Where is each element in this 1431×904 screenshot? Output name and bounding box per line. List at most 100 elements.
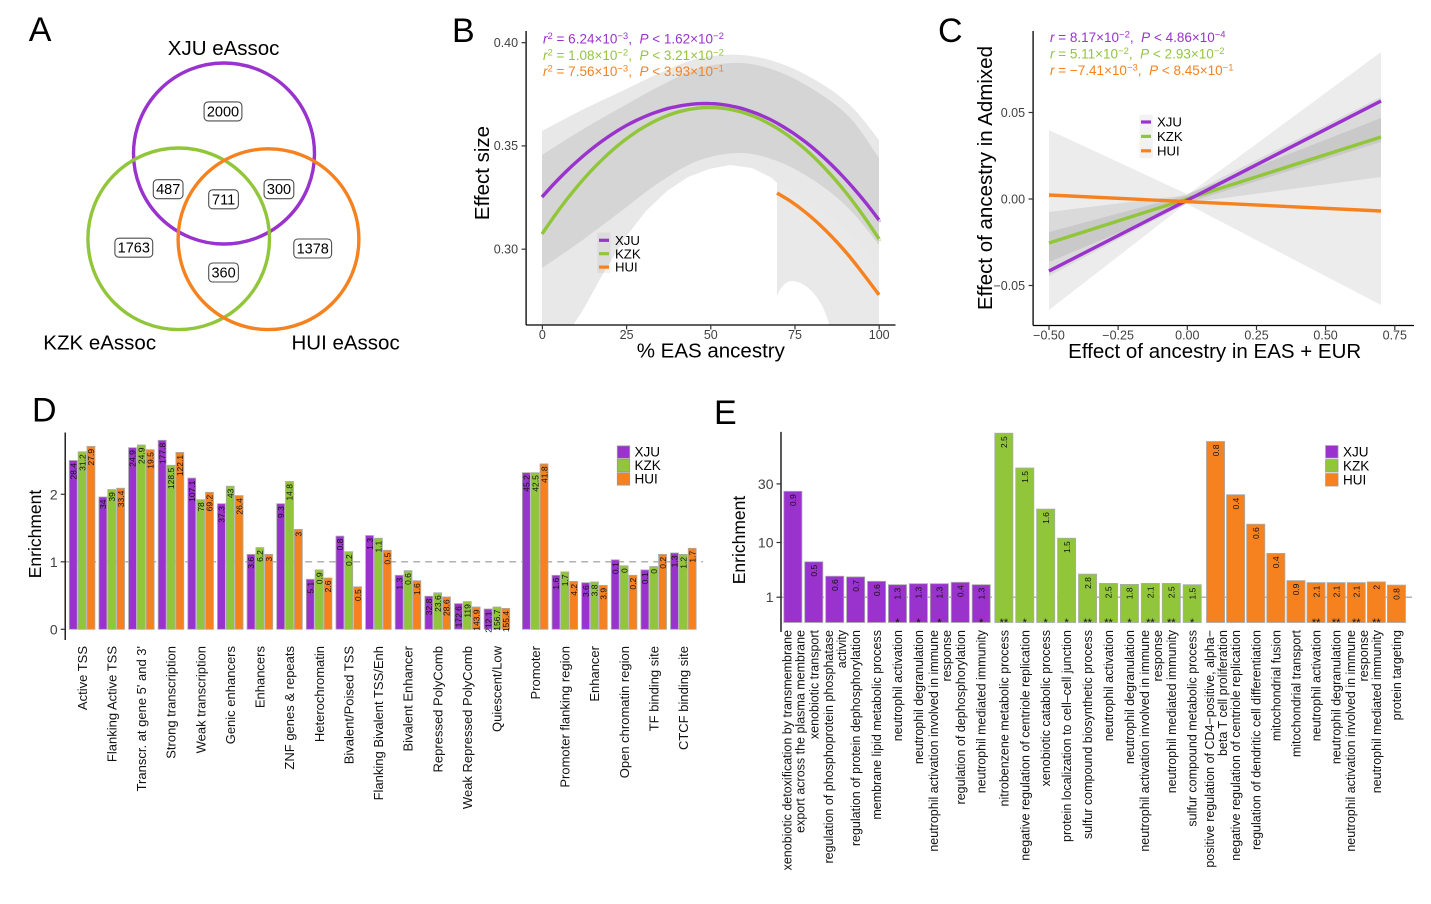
svg-text:sulfur compound biosynthetic p: sulfur compound biosynthetic process: [1081, 630, 1095, 839]
svg-text:r = 8.17×10−2, P < 4.86×10−4: r = 8.17×10−2, P < 4.86×10−4: [1050, 30, 1226, 46]
svg-text:**: **: [1352, 617, 1361, 629]
svg-text:0.4: 0.4: [1231, 497, 1241, 509]
svg-text:2.5: 2.5: [1104, 586, 1114, 598]
svg-text:300: 300: [267, 182, 291, 198]
svg-text:mitochondrial transport: mitochondrial transport: [1290, 629, 1304, 757]
svg-text:Enrichment: Enrichment: [729, 496, 749, 585]
svg-text:1: 1: [50, 554, 58, 570]
svg-text:neutrophil activation: neutrophil activation: [891, 630, 905, 741]
svg-text:XJU eAssoc: XJU eAssoc: [168, 37, 280, 60]
svg-text:212.1: 212.1: [483, 611, 493, 633]
svg-text:−0.25: −0.25: [1102, 329, 1134, 343]
svg-text:0.4: 0.4: [956, 585, 966, 597]
svg-text:31.2: 31.2: [77, 454, 87, 471]
svg-text:33.4: 33.4: [116, 490, 126, 507]
svg-text:41.8: 41.8: [539, 466, 549, 483]
svg-text:Active TSS: Active TSS: [75, 646, 90, 710]
svg-text:**: **: [1312, 617, 1321, 629]
svg-text:*: *: [1065, 617, 1070, 629]
svg-text:2.5: 2.5: [1167, 586, 1177, 598]
svg-text:Enhancers: Enhancers: [253, 646, 268, 709]
svg-text:0.2: 0.2: [628, 578, 638, 590]
svg-text:0.75: 0.75: [1383, 329, 1407, 343]
svg-text:*: *: [1044, 617, 1049, 629]
svg-text:neutrophil activation involved: neutrophil activation involved in immune…: [1138, 630, 1165, 852]
svg-text:155.4: 155.4: [501, 611, 511, 633]
svg-text:360: 360: [211, 266, 235, 282]
svg-text:3.8: 3.8: [590, 584, 600, 596]
svg-text:**: **: [1146, 617, 1155, 629]
svg-text:neutrophil degranulation: neutrophil degranulation: [912, 630, 926, 764]
svg-text:Genic enhancers: Genic enhancers: [223, 646, 238, 745]
svg-text:1763: 1763: [118, 241, 150, 257]
svg-text:XJU: XJU: [1343, 444, 1369, 459]
svg-text:3.9: 3.9: [599, 588, 609, 600]
svg-text:protein targeting: protein targeting: [1390, 630, 1404, 720]
svg-text:0.00: 0.00: [1175, 329, 1199, 343]
svg-text:1: 1: [766, 589, 774, 605]
svg-text:r2 = 7.56×10−3, P < 3.93×10−1: r2 = 7.56×10−3, P < 3.93×10−1: [543, 64, 724, 80]
svg-text:39: 39: [107, 492, 117, 502]
svg-text:*: *: [1127, 617, 1132, 629]
svg-text:37.3: 37.3: [217, 506, 227, 523]
svg-text:487: 487: [156, 182, 180, 198]
svg-text:regulation of phosphoprotein p: regulation of phosphoprotein phosphatase…: [822, 629, 849, 863]
svg-text:**: **: [1167, 617, 1176, 629]
svg-text:xenobiotic detoxification by t: xenobiotic detoxification by transmembra…: [780, 630, 807, 870]
svg-text:19.5: 19.5: [145, 452, 155, 469]
svg-text:2.1: 2.1: [1352, 585, 1362, 597]
svg-text:156.7: 156.7: [492, 609, 502, 631]
svg-text:2: 2: [1372, 585, 1382, 590]
svg-text:1.3: 1.3: [914, 586, 924, 598]
svg-text:Promoter: Promoter: [528, 645, 543, 699]
svg-text:HUI: HUI: [615, 260, 638, 275]
svg-text:1.3: 1.3: [394, 578, 404, 590]
svg-text:0.35: 0.35: [494, 139, 518, 153]
svg-text:0.5: 0.5: [382, 553, 392, 565]
svg-text:0.5: 0.5: [353, 589, 363, 601]
svg-text:neutrophil degranulation: neutrophil degranulation: [1123, 630, 1137, 764]
svg-text:122.1: 122.1: [175, 455, 185, 477]
svg-text:Quiescent/Low: Quiescent/Low: [490, 645, 505, 732]
svg-text:KZK: KZK: [1343, 458, 1369, 473]
svg-text:Repressed PolyComb: Repressed PolyComb: [430, 646, 445, 772]
svg-text:0.6: 0.6: [1251, 527, 1261, 539]
svg-text:A: A: [29, 11, 52, 49]
svg-text:KZK: KZK: [635, 458, 661, 473]
svg-text:% EAS ancestry: % EAS ancestry: [637, 340, 786, 363]
svg-text:75: 75: [788, 328, 802, 342]
svg-text:0.9: 0.9: [314, 572, 324, 584]
svg-text:Effect of ancestry in EAS + EU: Effect of ancestry in EAS + EUR: [1068, 340, 1361, 363]
svg-text:−0.50: −0.50: [1033, 329, 1065, 343]
svg-text:0.30: 0.30: [494, 243, 518, 257]
svg-text:**: **: [1372, 617, 1381, 629]
svg-text:0.9: 0.9: [1291, 583, 1301, 595]
svg-text:34: 34: [98, 499, 108, 509]
svg-text:sulfur compound metabolic proc: sulfur compound metabolic process: [1186, 630, 1200, 827]
svg-text:xenobiotic transport: xenobiotic transport: [807, 629, 821, 739]
svg-text:3.6: 3.6: [246, 557, 256, 569]
svg-text:0.5: 0.5: [809, 565, 819, 577]
svg-text:0.6: 0.6: [872, 584, 882, 596]
svg-text:Weak transcription: Weak transcription: [193, 646, 208, 753]
svg-text:Strong transcription: Strong transcription: [164, 646, 179, 759]
svg-text:1.3: 1.3: [976, 587, 986, 599]
svg-text:9.3: 9.3: [276, 506, 286, 518]
svg-text:1.6: 1.6: [1041, 512, 1051, 524]
svg-text:2.1: 2.1: [1331, 585, 1341, 597]
svg-text:Flanking Active TSS: Flanking Active TSS: [104, 646, 119, 762]
svg-text:Weak Repressed PolyComb: Weak Repressed PolyComb: [460, 646, 475, 809]
svg-text:711: 711: [212, 192, 235, 208]
svg-text:1.3: 1.3: [893, 587, 903, 599]
svg-text:0.8: 0.8: [1211, 444, 1221, 456]
svg-text:HUI: HUI: [635, 471, 658, 486]
svg-text:0.9: 0.9: [788, 494, 798, 506]
svg-text:23.6: 23.6: [433, 595, 443, 612]
svg-text:C: C: [938, 12, 963, 50]
svg-text:1.5: 1.5: [1187, 587, 1197, 599]
svg-text:regulation of dendritic cell d: regulation of dendritic cell differentia…: [1249, 630, 1263, 850]
svg-text:CTCF binding site: CTCF binding site: [676, 646, 691, 750]
svg-text:membrane lipid metabolic proce: membrane lipid metabolic process: [870, 630, 884, 820]
svg-text:2.5: 2.5: [999, 436, 1009, 448]
svg-text:regulation of dephosphorylatio: regulation of dephosphorylation: [954, 630, 968, 804]
